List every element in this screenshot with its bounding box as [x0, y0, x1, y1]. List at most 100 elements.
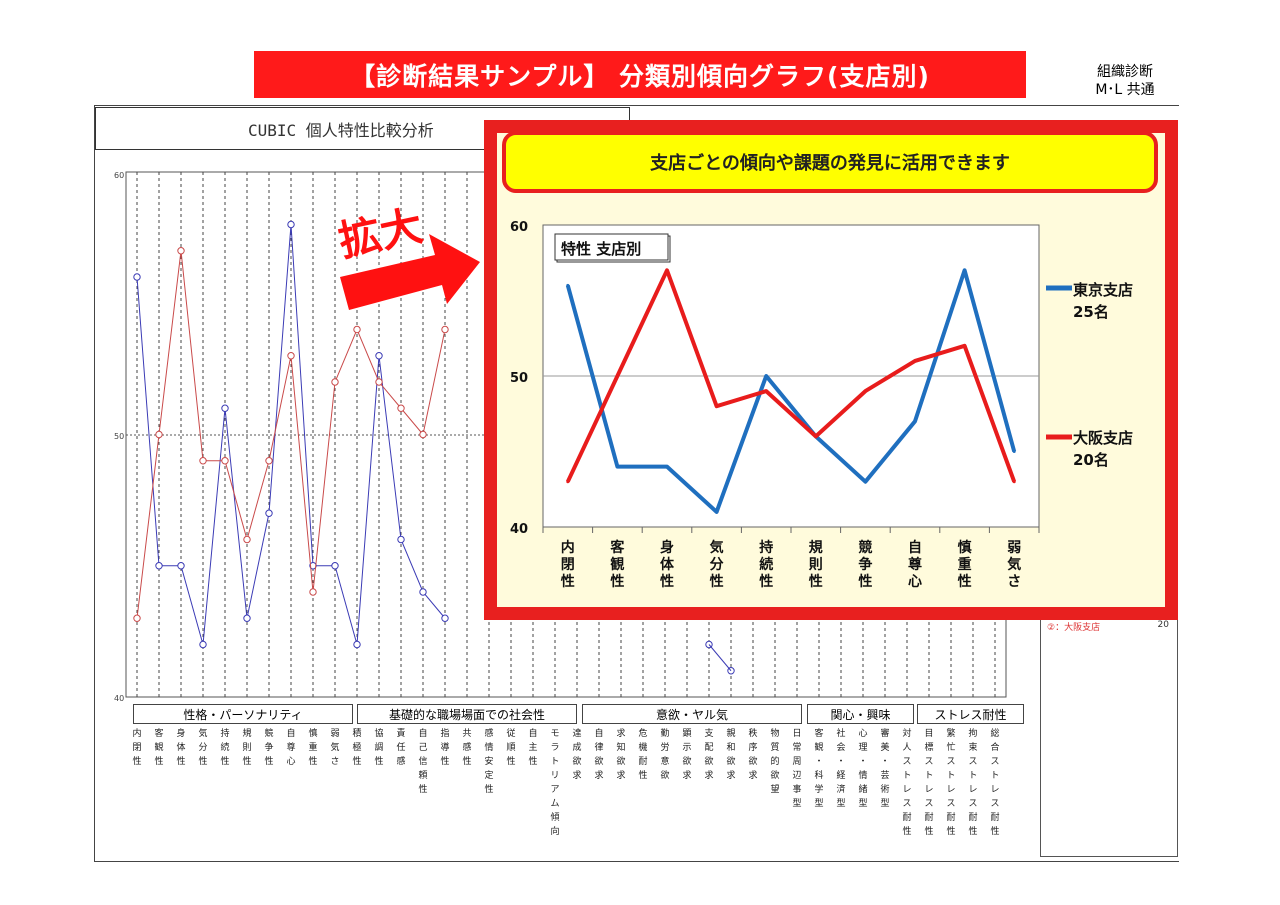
back-point-osaka — [155, 430, 163, 439]
zoom-x-label-char: 性 — [759, 573, 773, 590]
zoom-x-label-char: 持 — [759, 539, 773, 556]
page-title: 【診断結果サンプル】 分類別傾向グラフ(支店別) — [254, 51, 1026, 98]
back-y-tick-50: 50 — [114, 432, 124, 441]
back-point-osaka — [441, 325, 449, 334]
legend-tokyo-count: 25名 — [1073, 303, 1109, 321]
back-point-tokyo — [177, 562, 185, 570]
back-point-tokyo — [265, 509, 273, 517]
zoom-point-0-1 — [615, 465, 619, 469]
back-point-osaka — [177, 247, 185, 255]
back-trait-label: 協調性 — [374, 729, 384, 767]
back-y-tick-60: 60 — [114, 171, 124, 180]
zoom-x-label-char: 規 — [809, 540, 823, 556]
back-point-tokyo — [441, 614, 449, 622]
back-point-tokyo — [155, 562, 163, 570]
back-point-tokyo — [397, 535, 405, 544]
zoom-point-1-7 — [913, 359, 917, 363]
zoom-point-0-2 — [665, 465, 669, 469]
back-trait-label: 総合ストレス耐性 — [990, 729, 1000, 837]
org-label-line1: 組織診断 — [1097, 64, 1153, 80]
back-trait-label: 物質的欲望 — [770, 729, 780, 795]
back-trait-label: 積極性 — [352, 729, 362, 767]
category-group-stress: ストレス耐性 — [917, 704, 1024, 724]
back-trait-label: 共感性 — [462, 729, 472, 767]
back-legend-osaka: ②：大阪支店 — [1047, 623, 1101, 633]
zoom-point-1-3 — [715, 404, 719, 408]
back-point-osaka — [353, 325, 361, 334]
legend-osaka: 大阪支店 20名 — [1073, 427, 1133, 471]
back-trait-label: 客観・科学型 — [814, 729, 824, 809]
back-point-tokyo — [199, 640, 207, 649]
zoom-point-0-0 — [566, 283, 570, 287]
back-point-osaka — [243, 535, 251, 544]
zoom-y-tick-50: 50 — [510, 371, 528, 386]
back-point-tokyo — [243, 614, 251, 622]
back-trait-label: 身体性 — [176, 729, 186, 767]
callout-banner: 支店ごとの傾向や課題の発見に活用できます — [502, 131, 1158, 193]
back-trait-label: 感情安定性 — [484, 729, 494, 795]
zoom-x-label-char: 客 — [609, 539, 625, 556]
zoom-point-1-0 — [566, 480, 570, 484]
zoom-x-label-char: 争 — [858, 556, 872, 573]
back-trait-label: 危機耐性 — [638, 729, 648, 781]
zoom-series-line-0 — [565, 268, 1017, 514]
back-trait-label: 心理・情緒型 — [858, 729, 868, 809]
back-y-tick-40: 40 — [114, 694, 124, 703]
back-trait-label: 自主性 — [528, 729, 538, 767]
back-point-tokyo — [221, 404, 229, 412]
zoom-point-1-8 — [963, 344, 967, 348]
back-trait-label: 慎重性 — [308, 729, 318, 767]
back-trait-label: 競争性 — [264, 729, 274, 767]
zoom-x-label-char: 観 — [610, 556, 624, 573]
zoom-point-0-7 — [913, 419, 917, 423]
category-group-sociality: 基礎的な職場場面での社会性 — [357, 704, 577, 724]
legend-swatch-osaka — [1046, 434, 1072, 440]
back-trait-label: 日常周辺事型 — [792, 729, 802, 809]
zoom-x-label-char: 性 — [858, 573, 872, 590]
zoom-x-label-char: 自 — [908, 539, 922, 556]
back-trait-label: 客観性 — [154, 729, 164, 767]
zoom-line-chart: 60 50 40 特性 支店別 内閉性客観性身体性気分性持続性規則性競争性自尊心… — [510, 220, 1040, 590]
category-group-personality: 性格・パーソナリティ — [133, 704, 353, 724]
zoom-y-tick-60: 60 — [510, 220, 528, 235]
zoom-x-label-char: 体 — [660, 556, 675, 573]
chart-title: 特性 支店別 — [561, 240, 641, 258]
zoom-x-label-char: 則 — [809, 557, 823, 573]
back-trait-label: 勤労意欲 — [660, 729, 670, 781]
back-trait-label: 自律欲求 — [594, 729, 604, 781]
back-trait-label: 繁忙ストレス耐性 — [946, 729, 956, 837]
zoom-point-0-4 — [764, 374, 768, 378]
back-trait-label: 弱気さ — [330, 729, 340, 767]
back-trait-label: モラトリアム傾向 — [550, 729, 560, 837]
zoom-x-label-char: さ — [1007, 574, 1021, 590]
legend-tokyo-name: 東京支店 — [1073, 281, 1134, 299]
zoom-point-1-4 — [764, 389, 768, 393]
back-trait-label: 支配欲求 — [704, 729, 714, 781]
org-label: 組織診断 M･L 共通 — [1080, 63, 1170, 99]
back-point-tokyo — [353, 640, 361, 649]
zoom-y-tick-40: 40 — [510, 522, 528, 537]
back-trait-label: 顕示欲求 — [682, 729, 692, 781]
back-point-osaka — [221, 457, 229, 465]
back-point-osaka — [309, 588, 317, 596]
back-series-group — [133, 220, 735, 675]
zoom-point-1-1 — [615, 374, 619, 378]
org-label-line2: M･L 共通 — [1095, 82, 1155, 98]
category-group-interest: 関心・興味 — [807, 704, 914, 724]
back-point-osaka — [133, 614, 141, 622]
back-trait-label: 規則性 — [242, 729, 252, 767]
zoom-x-label-char: 競 — [858, 539, 872, 556]
back-point-tokyo — [287, 220, 295, 229]
zoom-x-label-char: 身 — [660, 539, 674, 556]
back-trait-label: 秩序欲求 — [748, 729, 758, 781]
zoom-point-1-9 — [1012, 480, 1016, 484]
back-trait-label: 責任感 — [396, 729, 406, 767]
back-trait-label: 指導性 — [440, 729, 450, 767]
back-trait-label: 気分性 — [198, 729, 208, 767]
zoom-point-0-9 — [1012, 450, 1016, 453]
zoom-point-1-6 — [863, 389, 867, 393]
zoom-x-label-char: 分 — [710, 557, 724, 573]
report-frame — [94, 105, 1179, 862]
zoom-series-group — [565, 268, 1017, 514]
zoom-x-label-char: 慎 — [958, 539, 972, 556]
